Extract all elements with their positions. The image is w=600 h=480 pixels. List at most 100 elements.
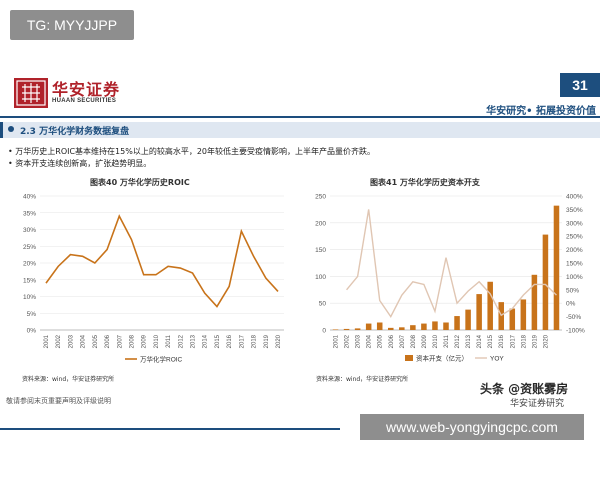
capex-bar: [432, 321, 438, 330]
x-tick-label: 2008: [129, 334, 135, 348]
chart-roic-source: 资料来源：wind，华安证券研究所: [22, 376, 115, 383]
section-title: 2.3 万华化学财务数据复盘: [20, 127, 130, 137]
x-tick-label: 2005: [378, 334, 384, 348]
chart-capex: 0 50 100 150 200 250 -100% -50% 0% 50% 100% 150% 200…: [315, 194, 585, 363]
y-tick-label-left: 250: [315, 194, 326, 201]
capex-bar: [388, 327, 394, 330]
y-tick-label-right: 0%: [566, 301, 576, 308]
x-tick-label: 2017: [239, 334, 245, 348]
capex-bar: [553, 205, 560, 330]
legend-label-yoy: YOY: [490, 356, 504, 363]
x-tick-label: 2011: [166, 334, 172, 348]
x-tick-label: 2014: [203, 334, 209, 348]
y-tick-label: 35%: [23, 210, 36, 217]
x-tick-label: 2007: [400, 334, 406, 348]
capex-bar: [410, 325, 416, 330]
y-tick-label-left: 200: [315, 220, 326, 227]
series-line-yoy: [346, 209, 557, 318]
y-tick-label-left: 100: [315, 274, 326, 281]
y-tick-label-left: 50: [319, 301, 327, 308]
bullet-point: • 资本开支连续创新高，扩张趋势明显。: [8, 159, 152, 168]
header-slogan: 华安研究• 拓展投资价值: [486, 106, 596, 117]
y-tick-label: 40%: [23, 194, 36, 201]
watermark-sub: 华安证券研究: [510, 399, 565, 409]
legend-swatch-capex: [405, 355, 413, 361]
section-header: 2.3 万华化学财务数据复盘: [0, 122, 600, 138]
chart-capex-source: 资料来源：wind，华安证券研究所: [316, 376, 409, 383]
x-tick-label: 2001: [44, 334, 50, 348]
x-tick-label: 2003: [68, 334, 74, 348]
x-tick-label: 2004: [81, 334, 87, 348]
x-tick-label: 2010: [154, 334, 160, 348]
capex-bar: [443, 322, 449, 330]
y-tick-label-right: 400%: [566, 194, 583, 201]
x-tick-label: 2008: [411, 334, 417, 348]
huaan-logo-icon: [14, 78, 48, 108]
x-tick-label: 2003: [356, 334, 362, 348]
chart-roic: 0% 5% 10% 15% 20% 25% 30% 35% 40% 2001 2002 2003 200…: [23, 194, 284, 364]
capex-bar: [376, 322, 383, 330]
y-tick-label: 25%: [23, 244, 36, 251]
capex-bar: [542, 234, 549, 330]
x-tick-label: 2001: [334, 334, 340, 348]
capex-bar: [454, 316, 460, 330]
capex-bar: [487, 281, 493, 330]
x-tick-label: 2006: [105, 334, 111, 348]
legend-label-capex: 资本开支（亿元）: [416, 354, 468, 363]
brand-name-cn: 华安证券: [52, 80, 121, 99]
report-slide: 华安证券 HUAAN SECURITIES 31 华安研究• 拓展投资价值 2.…: [0, 48, 600, 430]
section-bullet-icon: [8, 126, 14, 132]
x-tick-label: 2006: [389, 334, 395, 348]
bullet-point: • 万华历史上ROIC基本维持在15%以上的较高水平，20年较低主要受疫情影响，…: [8, 147, 376, 156]
y-tick-label-left: 150: [315, 247, 326, 254]
url-overlay-label: www.web-yongyingcpc.com: [360, 414, 584, 440]
y-tick-label-right: 250%: [566, 234, 583, 241]
capex-bar: [365, 323, 372, 330]
tg-overlay-label: TG: MYYJJPP: [10, 10, 134, 40]
x-tick-label: 2012: [178, 334, 184, 348]
disclaimer-text: 敬请参阅末页重要声明及评级说明: [6, 397, 111, 405]
watermark-main: 头条 @资账雾房: [480, 382, 569, 396]
x-tick-label: 2013: [191, 334, 197, 348]
x-tick-label: 2018: [252, 334, 258, 348]
x-tick-label: 2020: [543, 334, 549, 348]
y-tick-label-right: 300%: [566, 220, 583, 227]
capex-bar: [343, 328, 350, 330]
chart-capex-title: 图表41 万华化学历史资本开支: [370, 178, 480, 187]
capex-bar: [332, 329, 339, 330]
x-tick-label: 2015: [215, 334, 221, 348]
chart-roic-title: 图表40 万华化学历史ROIC: [90, 178, 190, 187]
x-tick-label: 2013: [466, 334, 472, 348]
x-tick-label: 2017: [510, 334, 516, 348]
footer-divider: [0, 428, 340, 430]
x-tick-label: 2019: [264, 334, 270, 348]
capex-bar: [531, 274, 538, 330]
x-tick-label: 2014: [477, 334, 483, 348]
y-tick-label: 20%: [23, 261, 36, 268]
capex-bar: [465, 309, 471, 330]
x-tick-label: 2002: [56, 334, 62, 348]
capex-bar: [476, 294, 482, 330]
y-tick-label-right: 150%: [566, 261, 583, 268]
capex-bar: [509, 308, 516, 330]
capex-bar: [520, 299, 527, 330]
x-tick-label: 2009: [142, 334, 148, 348]
y-tick-label-right: 100%: [566, 274, 583, 281]
y-tick-label-right: 200%: [566, 247, 583, 254]
x-tick-label: 2015: [488, 334, 494, 348]
capex-bar: [421, 323, 427, 330]
y-tick-label-right: 50%: [566, 287, 579, 294]
x-tick-label: 2004: [367, 334, 373, 348]
x-tick-label: 2007: [117, 334, 123, 348]
capex-bar: [399, 327, 405, 330]
x-tick-label: 2016: [227, 334, 233, 348]
header-divider: [0, 116, 600, 118]
page-number: 31: [560, 73, 600, 97]
capex-bar: [354, 328, 361, 330]
x-tick-label: 2016: [499, 334, 505, 348]
x-tick-label: 2005: [93, 334, 99, 348]
y-tick-label-left: 0: [322, 328, 326, 335]
y-tick-label: 5%: [27, 311, 37, 318]
brand-name-en: HUAAN SECURITIES: [52, 98, 117, 104]
x-tick-label: 2010: [433, 334, 439, 348]
